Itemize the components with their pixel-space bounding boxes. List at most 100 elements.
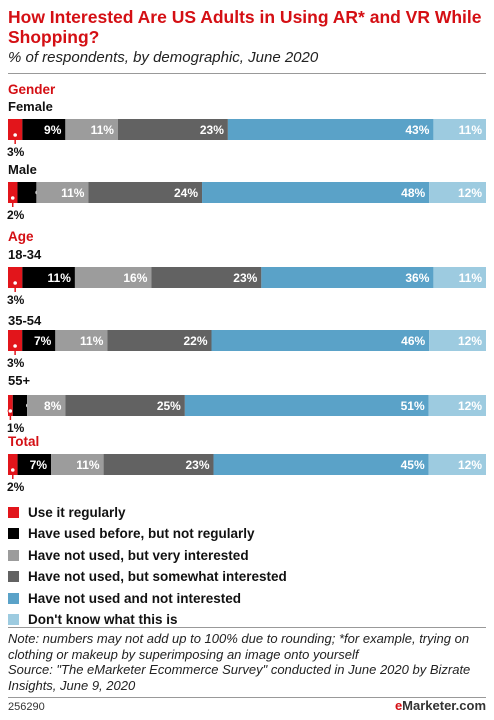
data-label-35-54-have-not-used-and-not-interested: 46% xyxy=(401,334,425,348)
pin-dot-18-34 xyxy=(12,280,18,286)
data-label-35-54-have-not-used-but-very-interested: 11% xyxy=(80,334,104,348)
bar-male-don-t-know-what-this-is xyxy=(429,182,486,203)
data-label-55-use-it-regularly: 1% xyxy=(7,421,25,435)
data-label-35-54-use-it-regularly: 3% xyxy=(7,356,25,370)
data-label-18-34-don-t-know-what-this-is: 11% xyxy=(459,271,483,285)
data-label-55-have-not-used-and-not-interested: 51% xyxy=(401,399,425,413)
data-label-female-have-not-used-but-somewhat-interested: 23% xyxy=(200,123,224,137)
data-label-female-have-not-used-and-not-interested: 43% xyxy=(405,123,429,137)
data-label-total-use-it-regularly: 2% xyxy=(7,480,25,494)
bar-female-don-t-know-what-this-is xyxy=(433,119,486,140)
bar-female-use-it-regularly xyxy=(8,119,23,140)
data-label-male-use-it-regularly: 2% xyxy=(7,208,25,222)
legend-swatch xyxy=(8,592,19,604)
brand-e: e xyxy=(394,698,403,713)
pin-dot-35-54 xyxy=(12,343,18,349)
category-label-18-34: 18-34 xyxy=(8,247,42,262)
chart-id: 256290 xyxy=(8,701,45,713)
bar-55-have-not-used-but-somewhat-interested xyxy=(65,395,185,416)
bottom-divider xyxy=(8,627,486,628)
bar-female-have-not-used-but-somewhat-interested xyxy=(117,119,228,140)
bar-female-have-not-used-but-very-interested xyxy=(65,119,118,140)
source-text: Source: "The eMarketer Ecommerce Survey"… xyxy=(8,662,471,693)
data-label-total-have-not-used-but-very-interested: 11% xyxy=(76,458,100,472)
legend-item-have-not-used-but-very-interested: Have not used, but very interested xyxy=(8,546,249,564)
bar-35-54-have-not-used-but-somewhat-interested xyxy=(107,330,212,351)
data-label-female-have-not-used-but-very-interested: 11% xyxy=(91,123,115,137)
bar-total-don-t-know-what-this-is xyxy=(428,454,486,475)
legend-label: Have not used and not interested xyxy=(28,590,242,606)
data-label-35-54-have-not-used-but-somewhat-interested: 22% xyxy=(183,334,207,348)
bar-35-54-use-it-regularly xyxy=(8,330,23,351)
legend-swatch xyxy=(8,506,19,518)
pin-dot-total xyxy=(9,467,16,473)
data-label-55-have-not-used-but-very-interested: 8% xyxy=(44,399,62,413)
legend-label: Don't know what this is xyxy=(28,612,178,627)
data-label-female-have-used-before-but-not-regularly: 9% xyxy=(44,123,62,137)
category-label-female: Female xyxy=(8,99,53,114)
bar-male-have-not-used-and-not-interested xyxy=(202,182,430,203)
data-label-total-have-used-before-but-not-regularly: 7% xyxy=(30,458,48,472)
bar-18-34-use-it-regularly xyxy=(8,267,23,288)
data-label-total-don-t-know-what-this-is: 12% xyxy=(458,458,482,472)
legend-swatch xyxy=(8,571,19,582)
legend-swatch xyxy=(8,614,19,625)
bar-55-have-not-used-but-very-interested xyxy=(27,395,66,416)
chart-title: How Interested Are US Adults in Using AR… xyxy=(8,7,482,47)
legend-label: Use it regularly xyxy=(28,504,126,520)
legend-swatch xyxy=(8,528,19,539)
legend-label: Have not used, but somewhat interested xyxy=(28,569,287,584)
bar-55-have-used-before-but-not-regularly xyxy=(12,395,28,416)
data-label-total-have-not-used-and-not-interested: 45% xyxy=(401,458,425,472)
bar-35-54-have-not-used-but-very-interested xyxy=(55,330,108,351)
bar-35-54-have-used-before-but-not-regularly xyxy=(22,330,56,351)
legend-label: Have used before, but not regularly xyxy=(28,526,255,541)
group-header-total: Total xyxy=(8,434,39,449)
legend-item-use-it-regularly: Use it regularly xyxy=(8,503,126,521)
bar-55-use-it-regularly xyxy=(8,395,13,416)
bar-total-have-not-used-and-not-interested xyxy=(213,454,429,475)
group-header-age: Age xyxy=(8,229,34,244)
bar-55-have-not-used-and-not-interested xyxy=(184,395,429,416)
data-label-female-don-t-know-what-this-is: 11% xyxy=(459,123,483,137)
data-label-18-34-have-not-used-and-not-interested: 36% xyxy=(405,271,429,285)
chart-subtitle: % of respondents, by demographic, June 2… xyxy=(8,49,319,66)
category-label-male: Male xyxy=(8,162,37,177)
data-label-male-have-not-used-but-somewhat-interested: 24% xyxy=(174,186,198,200)
legend-item-don-t-know-what-this-is: Don't know what this is xyxy=(8,611,177,629)
bar-total-have-not-used-but-very-interested xyxy=(51,454,104,475)
group-header-gender: Gender xyxy=(8,82,56,97)
bar-total-use-it-regularly xyxy=(8,454,18,475)
data-label-35-54-don-t-know-what-this-is: 12% xyxy=(458,334,482,348)
brand-name: Marketer xyxy=(402,698,456,713)
bar-18-34-have-not-used-but-somewhat-interested xyxy=(151,267,262,288)
data-label-female-use-it-regularly: 3% xyxy=(7,145,25,159)
data-label-male-have-not-used-and-not-interested: 48% xyxy=(401,186,425,200)
pin-dot-male xyxy=(9,195,16,201)
pin-dot-female xyxy=(12,132,18,138)
bar-18-34-have-not-used-and-not-interested xyxy=(261,267,434,288)
bar-18-34-have-used-before-but-not-regularly xyxy=(22,267,75,288)
data-label-55-don-t-know-what-this-is: 12% xyxy=(458,399,482,413)
legend-item-have-used-before-but-not-regularly: Have used before, but not regularly xyxy=(8,525,255,543)
emarketer-logo: eMarketer.com xyxy=(395,698,486,713)
data-label-18-34-have-not-used-but-somewhat-interested: 23% xyxy=(233,271,257,285)
legend-item-have-not-used-but-somewhat-interested: Have not used, but somewhat interested xyxy=(8,568,287,586)
data-label-18-34-use-it-regularly: 3% xyxy=(7,293,25,307)
footer-divider xyxy=(8,697,486,698)
bar-55-don-t-know-what-this-is xyxy=(428,395,486,416)
legend-swatch xyxy=(8,549,19,561)
bar-male-have-used-before-but-not-regularly xyxy=(17,182,37,203)
bar-male-use-it-regularly xyxy=(8,182,18,203)
bar-18-34-don-t-know-what-this-is xyxy=(433,267,486,288)
bar-35-54-have-not-used-and-not-interested xyxy=(211,330,430,351)
bar-18-34-have-not-used-but-very-interested xyxy=(74,267,152,288)
data-label-18-34-have-not-used-but-very-interested: 16% xyxy=(123,271,147,285)
footnote: Note: numbers may not add up to 100% due… xyxy=(8,631,486,693)
category-label-35-54: 35-54 xyxy=(8,313,42,328)
note-text: Note: numbers may not add up to 100% due… xyxy=(8,631,470,662)
data-label-35-54-have-used-before-but-not-regularly: 7% xyxy=(34,334,52,348)
bar-female-have-used-before-but-not-regularly xyxy=(22,119,66,140)
bar-35-54-don-t-know-what-this-is xyxy=(429,330,486,351)
pin-dot-55 xyxy=(7,408,14,414)
